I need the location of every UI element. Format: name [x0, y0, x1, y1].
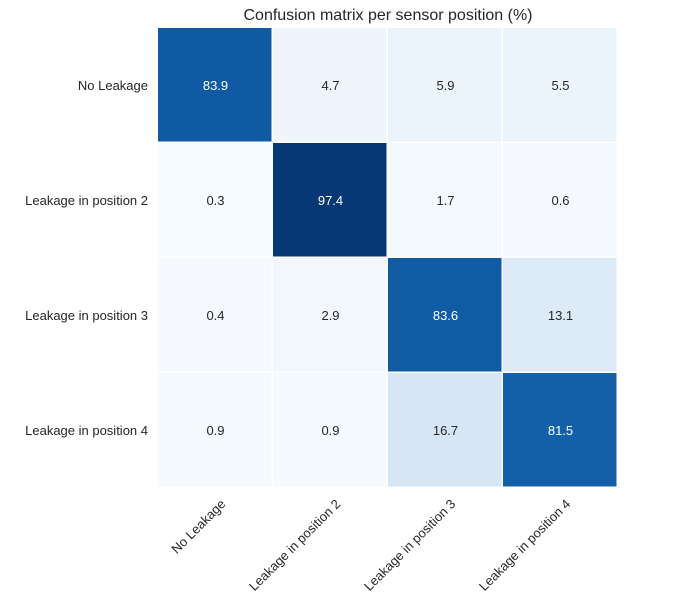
cell-value-label-r3-c2: 16.7 [433, 423, 458, 438]
chart-title: Confusion matrix per sensor position (%) [243, 7, 532, 24]
cell-value-label-r0-c3: 5.5 [551, 78, 569, 93]
cell-value-label-r2-c3: 13.1 [548, 308, 573, 323]
y-tick-label-2: Leakage in position 3 [25, 308, 148, 323]
heatmap-cell-r0-c3 [503, 28, 617, 142]
heatmap-cells: 83.9 4.7 5.9 5.5 0.3 97.4 1.7 0.6 0.4 2.9 83.6 13.1… [158, 28, 617, 487]
cell-value-label-r0-c1: 4.7 [321, 78, 339, 93]
cell-value-label-r0-c2: 5.9 [436, 78, 454, 93]
x-tick-label-3: Leakage in position 4 [476, 496, 573, 593]
cell-value-label-r2-c2: 83.6 [433, 308, 458, 323]
x-tick-label-1: Leakage in position 2 [246, 496, 343, 593]
heatmap-cell-r0-c1 [273, 28, 387, 142]
heatmap-cell-r0-c2 [388, 28, 502, 142]
cell-value-label-r3-c0: 0.9 [206, 423, 224, 438]
x-tick-label-2: Leakage in position 3 [361, 496, 458, 593]
heatmap-cell-r2-c3 [503, 258, 617, 372]
x-tick-labels: No Leakage Leakage in position 2 Leakage i… [168, 496, 573, 593]
heatmap-cell-r1-c1 [273, 143, 387, 257]
cell-value-label-r1-c2: 1.7 [436, 193, 454, 208]
heatmap-cell-r2-c0 [158, 258, 272, 372]
cell-value-label-r3-c3: 81.5 [548, 423, 573, 438]
cell-value-label-r3-c1: 0.9 [321, 423, 339, 438]
heatmap-cell-r3-c3 [503, 373, 617, 487]
heatmap-cell-r3-c2 [388, 373, 502, 487]
cell-value-label-r1-c1: 97.4 [318, 193, 343, 208]
x-tick-label-0: No Leakage [168, 496, 228, 556]
cell-value-label-r2-c0: 0.4 [206, 308, 224, 323]
cell-value-label-r2-c1: 2.9 [321, 308, 339, 323]
cell-value-label-r1-c3: 0.6 [551, 193, 569, 208]
y-tick-label-3: Leakage in position 4 [25, 423, 148, 438]
y-tick-labels: No Leakage Leakage in position 2 Leakage i… [25, 78, 148, 438]
heatmap-cell-r0-c0 [158, 28, 272, 142]
y-tick-label-0: No Leakage [78, 78, 148, 93]
heatmap-cell-r2-c2 [388, 258, 502, 372]
heatmap-cell-r3-c0 [158, 373, 272, 487]
heatmap-cell-r1-c3 [503, 143, 617, 257]
heatmap-cell-r1-c2 [388, 143, 502, 257]
cell-value-label-r1-c0: 0.3 [206, 193, 224, 208]
cell-value-label-r0-c0: 83.9 [203, 78, 228, 93]
y-tick-label-1: Leakage in position 2 [25, 193, 148, 208]
heatmap-cell-r3-c1 [273, 373, 387, 487]
heatmap-cell-r1-c0 [158, 143, 272, 257]
heatmap-cell-r2-c1 [273, 258, 387, 372]
